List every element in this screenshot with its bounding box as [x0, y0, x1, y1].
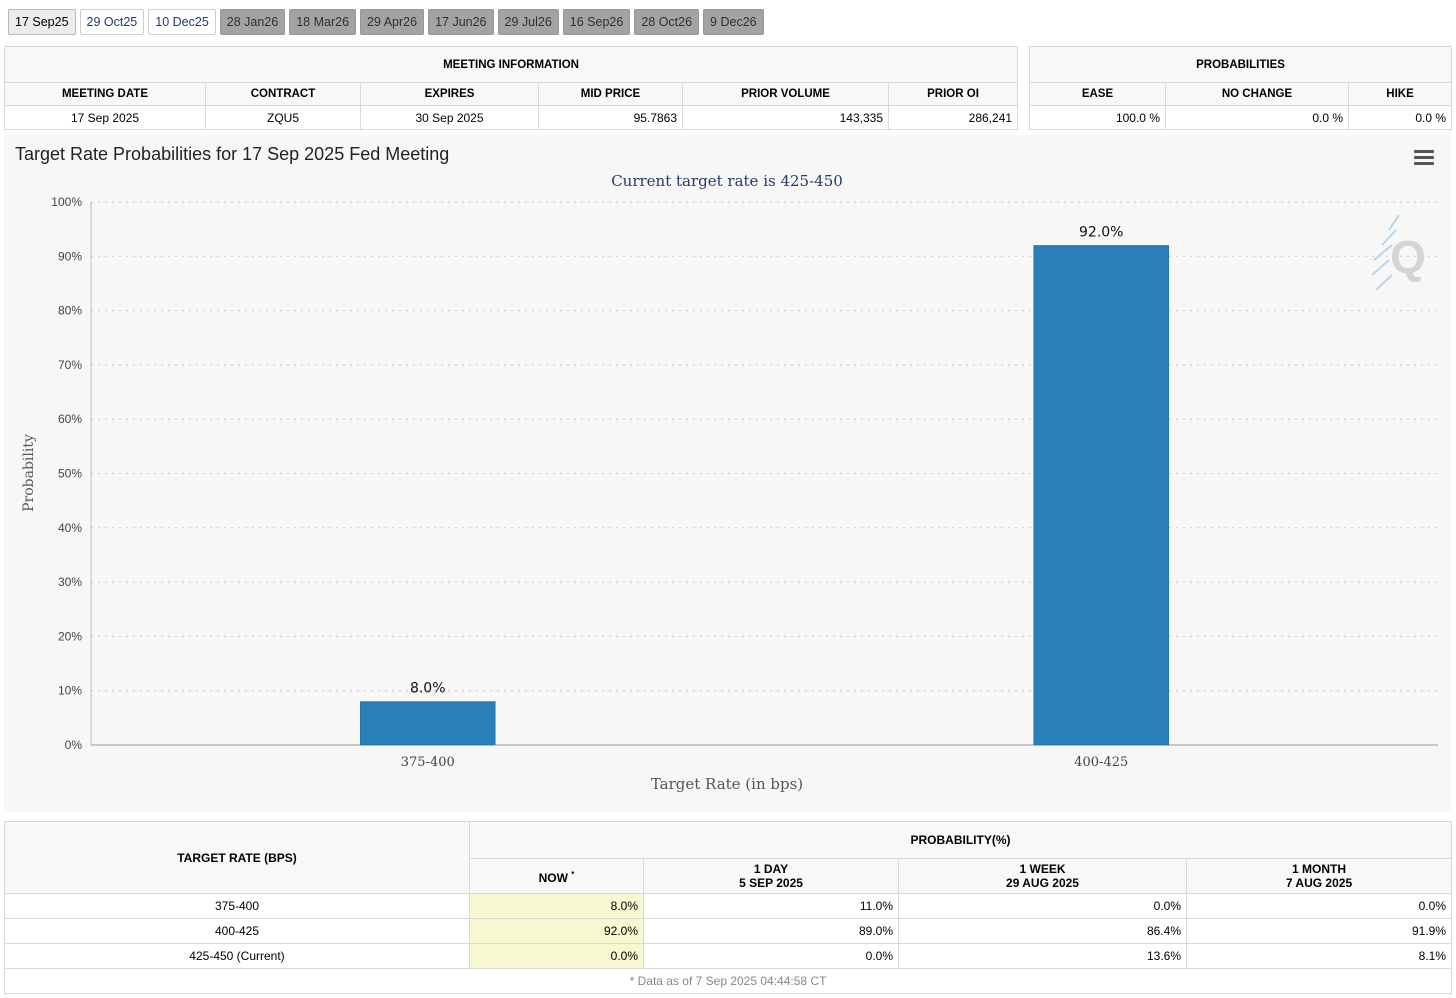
meeting-tabs: 17 Sep25 29 Oct25 10 Dec25 28 Jan26 18 Mar26… — [8, 9, 768, 35]
y-tick-label: 80% — [58, 304, 82, 318]
y-tick-label: 60% — [58, 412, 82, 426]
prior-oi-value: 286,241 — [887, 105, 1019, 130]
now-value: 92.0% — [469, 918, 644, 944]
meeting-tab[interactable]: 29 Oct25 — [79, 9, 145, 35]
y-tick-label: 0% — [65, 738, 83, 752]
no-change-value: 0.0 % — [1165, 105, 1349, 130]
table-row: 425-450 (Current) 0.0% 0.0% 13.6% 8.1% — [4, 943, 1452, 969]
x-tick-label: 400-425 — [1074, 755, 1128, 770]
col-contract: CONTRACT — [205, 82, 361, 106]
meeting-tab[interactable]: 28 Oct26 — [634, 9, 700, 35]
probability-group-header: PROBABILITY(%) — [469, 821, 1452, 859]
meeting-tab[interactable]: 17 Sep25 — [8, 9, 76, 35]
expires-value: 30 Sep 2025 — [360, 105, 539, 130]
now-footnote-star: * — [571, 869, 575, 879]
chart-panel: Current target rate is 425-450 0% 10% 20% 30… — [4, 135, 1451, 812]
y-tick-label: 20% — [58, 629, 82, 643]
hamburger-menu-icon[interactable] — [1414, 150, 1434, 165]
col-ease: EASE — [1029, 82, 1166, 106]
y-axis-title: Probability — [21, 434, 37, 512]
y-tick-label: 10% — [58, 684, 82, 698]
y-tick-label: 70% — [58, 358, 82, 372]
col-mid-price: MID PRICE — [538, 82, 683, 106]
data-label: 92.0% — [1079, 224, 1123, 240]
prior-volume-value: 143,335 — [682, 105, 889, 130]
meeting-tab[interactable]: 10 Dec25 — [148, 9, 216, 35]
y-tick-label: 100% — [51, 195, 82, 209]
rate-label: 375-400 — [4, 893, 470, 919]
x-tick-label: 375-400 — [401, 755, 455, 770]
one-week-value: 0.0% — [898, 893, 1187, 919]
col-no-change: NO CHANGE — [1165, 82, 1349, 106]
col-1-week: 1 WEEK 29 AUG 2025 — [898, 858, 1187, 894]
col-meeting-date: MEETING DATE — [4, 82, 206, 106]
meeting-tab[interactable]: 28 Jan26 — [219, 9, 286, 35]
col-1-day: 1 DAY 5 SEP 2025 — [643, 858, 899, 894]
data-timestamp-footnote: * Data as of 7 Sep 2025 04:44:58 CT — [4, 968, 1452, 994]
meeting-info-table: MEETING INFORMATION MEETING DATE CONTRAC… — [3, 46, 1019, 130]
meeting-info-header: MEETING INFORMATION — [3, 46, 1019, 83]
svg-text:Q: Q — [1390, 231, 1426, 283]
col-now: NOW * — [469, 858, 644, 894]
now-value: 8.0% — [469, 893, 644, 919]
meeting-date-value: 17 Sep 2025 — [4, 105, 206, 130]
y-tick-label: 50% — [58, 467, 82, 481]
one-month-value: 91.9% — [1186, 918, 1452, 944]
meeting-tab[interactable]: 18 Mar26 — [289, 9, 357, 35]
hike-value: 0.0 % — [1347, 105, 1453, 130]
meeting-tab[interactable]: 17 Jun26 — [428, 9, 494, 35]
meeting-tab[interactable]: 29 Apr26 — [360, 9, 425, 35]
col-prior-volume: PRIOR VOLUME — [682, 82, 889, 106]
probabilities-header: PROBABILITIES — [1028, 46, 1453, 83]
mid-price-value: 95.7863 — [538, 105, 683, 130]
contract-value: ZQU5 — [205, 105, 361, 130]
rate-label: 425-450 (Current) — [4, 943, 470, 969]
chart-subtitle: Current target rate is 425-450 — [611, 172, 843, 190]
col-hike: HIKE — [1347, 82, 1453, 106]
y-tick-label: 30% — [58, 575, 82, 589]
ease-value: 100.0 % — [1029, 105, 1166, 130]
x-axis-title: Target Rate (in bps) — [651, 775, 803, 793]
col-expires: EXPIRES — [360, 82, 539, 106]
col-prior-oi: PRIOR OI — [887, 82, 1019, 106]
data-label: 8.0% — [410, 681, 446, 697]
meeting-tab[interactable]: 29 Jul26 — [497, 9, 559, 35]
now-value: 0.0% — [469, 943, 644, 969]
rate-label: 400-425 — [4, 918, 470, 944]
one-week-value: 13.6% — [898, 943, 1187, 969]
one-month-value: 0.0% — [1186, 893, 1452, 919]
one-day-value: 89.0% — [643, 918, 899, 944]
probabilities-table: PROBABILITIES EASE NO CHANGE HIKE 100.0 … — [1028, 46, 1453, 130]
one-month-value: 8.1% — [1186, 943, 1452, 969]
one-day-value: 11.0% — [643, 893, 899, 919]
col-1-month: 1 MONTH 7 AUG 2025 — [1186, 858, 1452, 894]
probability-chart: Current target rate is 425-450 0% 10% 20% 30… — [21, 172, 1438, 793]
chart-title: Target Rate Probabilities for 17 Sep 202… — [15, 144, 450, 164]
target-rate-table: TARGET RATE (BPS) PROBABILITY(%) NOW * 1… — [4, 821, 1452, 994]
meeting-tab[interactable]: 16 Sep26 — [562, 9, 631, 35]
cme-q-logo-icon: Q — [1371, 214, 1426, 291]
y-tick-label: 40% — [58, 521, 82, 535]
one-week-value: 86.4% — [898, 918, 1187, 944]
bar — [1033, 245, 1169, 746]
table-row: 375-400 8.0% 11.0% 0.0% 0.0% — [4, 893, 1452, 919]
bar — [360, 701, 496, 746]
table-row: 400-425 92.0% 89.0% 86.4% 91.9% — [4, 918, 1452, 944]
y-tick-label: 90% — [58, 249, 82, 263]
col-target-rate: TARGET RATE (BPS) — [4, 821, 470, 894]
meeting-tab[interactable]: 9 Dec26 — [703, 9, 764, 35]
one-day-value: 0.0% — [643, 943, 899, 969]
